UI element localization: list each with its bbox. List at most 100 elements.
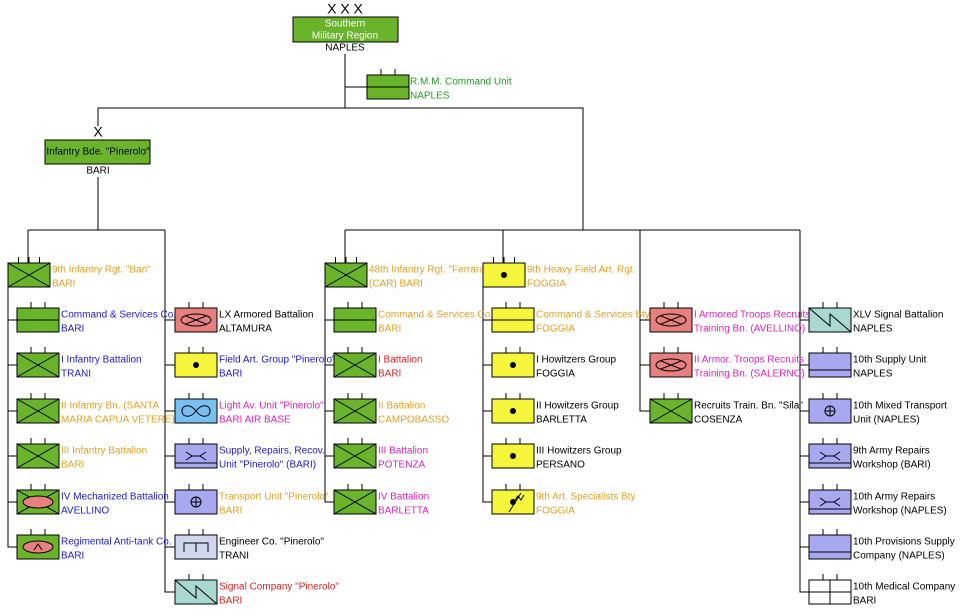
symbol (191, 497, 201, 507)
unit-name: II Armor. Troops Recruits (694, 355, 804, 366)
symbol (508, 492, 525, 513)
unit: I Howitzers Group FOGGIA (491, 347, 616, 380)
echelon: X X X (327, 1, 363, 17)
unit-name: 10th Medical Company (853, 582, 955, 593)
unit-location: FOGGIA (536, 506, 575, 517)
unit-name: 10th Provisions Supply (853, 537, 955, 548)
unit-location: PERSANO (536, 460, 585, 471)
hq-name: Southern (325, 19, 366, 30)
unit-name: R.M.M. Command Unit (410, 77, 512, 88)
symbol (333, 352, 377, 378)
unit-name: III Battalion (378, 446, 428, 457)
unit-location: AVELLINO (61, 506, 109, 517)
unit-name: Transport Unit "Pinerolo" (219, 492, 329, 503)
unit-name: Supply, Repairs, Recov. (219, 446, 325, 457)
unit: IV Mechanized Battalion AVELLINO (16, 484, 169, 517)
unit-name: Signal Company "Pinerolo" (219, 582, 339, 593)
unit: XLV Signal Battalion NAPLES (808, 302, 943, 335)
unit: 48th Infantry Rgt. "Ferrara" (CAR) BARI (324, 257, 489, 290)
symbol (175, 451, 217, 464)
symbol (33, 543, 43, 551)
symbol (181, 405, 211, 417)
unit-location: FOGGIA (536, 369, 575, 380)
brigade-name: Infantry Bde. "Pinerolo" (46, 147, 150, 158)
unit-location: Training Bn. (AVELLINO) (694, 324, 805, 335)
unit-location: BARLETTA (378, 506, 429, 517)
unit: I Infantry Battalion TRANI (16, 347, 142, 380)
command-unit: R.M.M. Command Unit NAPLES (366, 69, 512, 102)
symbol (333, 443, 377, 469)
unit: Transport Unit "Pinerolo" BARI (174, 484, 329, 517)
symbol (809, 451, 851, 464)
unit-name: IV Battalion (378, 492, 429, 503)
unit-location: Workshop (NAPLES) (853, 506, 947, 517)
unit: I Armored Troops Recruits Training Bn. (A… (649, 302, 810, 335)
unit-name: II Howitzers Group (536, 401, 619, 412)
unit-location: ALTAMURA (219, 324, 272, 335)
unit-location: BARLETTA (536, 415, 587, 426)
unit-location: BARI (378, 369, 401, 380)
unit-box (174, 443, 218, 469)
unit-name: 48th Infantry Rgt. "Ferrara" (369, 265, 489, 276)
unit-name: 9th Art. Specialists Bty (536, 492, 636, 503)
unit-box (808, 352, 852, 378)
unit-location: BARI (61, 551, 84, 562)
unit: 10th Army Repairs Workshop (NAPLES) (808, 484, 947, 517)
symbol (333, 489, 377, 515)
unit-location: MARIA CAPUA VETERE) (61, 415, 175, 426)
symbol (825, 406, 835, 416)
unit-name: III Infantry Battalion (61, 446, 147, 457)
unit-name: Command & Services Co. (61, 310, 176, 321)
unit: II Armor. Troops Recruits Training Bn. (S… (649, 347, 805, 380)
unit: Light Av. Unit "Pinerolo" BARI AIR BASE (174, 393, 324, 426)
unit-name: 9th Heavy Field Art. Rgt. (527, 265, 635, 276)
unit-location: CAMPOBASSO (378, 415, 449, 426)
unit: 9th Infantry Rgt. "Bari" BARI (7, 257, 151, 290)
unit-name: 10th Mixed Transport (853, 401, 947, 412)
symbol (324, 262, 368, 288)
unit: Signal Company "Pinerolo" BARI (174, 574, 339, 607)
unit: Command & Services Co. BARI (333, 302, 493, 335)
symbol (660, 315, 682, 325)
unit-name: 9th Army Repairs (853, 446, 930, 457)
unit-location: BARI (853, 596, 876, 607)
symbol (22, 495, 54, 509)
unit: II Battalion CAMPOBASSO (333, 393, 449, 426)
unit-name: Command & Services Co. (378, 310, 493, 321)
unit-name: LX Armored Battalion (219, 310, 314, 321)
symbol (649, 398, 693, 424)
unit-location: Company (NAPLES) (853, 551, 945, 562)
unit-location: BARI (219, 506, 242, 517)
unit-location: NAPLES (410, 91, 450, 102)
unit-location: BARI (378, 324, 401, 335)
unit-name: 9th Infantry Rgt. "Bari" (52, 265, 151, 276)
unit: III Howitzers Group PERSANO (491, 438, 622, 471)
symbol (183, 542, 209, 552)
connectors (7, 54, 809, 593)
unit: II Infantry Bn. (SANTA MARIA CAPUA VETERE… (16, 393, 175, 426)
symbol (510, 408, 516, 414)
brigade-location: BARI (86, 166, 109, 177)
unit-name: 10th Army Repairs (853, 492, 935, 503)
unit-name: Engineer Co. "Pinerolo" (219, 537, 324, 548)
hq-name: Military Region (312, 31, 378, 42)
unit-location: Unit "Pinerolo" (BARI) (219, 460, 316, 471)
unit: 9th Heavy Field Art. Rgt. FOGGIA (482, 257, 635, 290)
symbol (180, 313, 212, 327)
symbol (16, 443, 60, 469)
unit: 10th Provisions Supply Company (NAPLES) (808, 529, 955, 562)
unit: I Battalion BARI (333, 347, 422, 380)
unit: Field Art. Group "Pinerolo" BARI (174, 347, 336, 380)
hq-location: NAPLES (325, 43, 365, 54)
unit-name: III Howitzers Group (536, 446, 622, 457)
unit-name: II Battalion (378, 401, 425, 412)
symbol (809, 497, 851, 510)
unit: II Howitzers Group BARLETTA (491, 393, 619, 426)
unit-location: BARI (52, 279, 75, 290)
hq-box (292, 16, 399, 43)
connector (324, 229, 800, 503)
unit-location: Unit (NAPLES) (853, 415, 920, 426)
unit-name: II Infantry Bn. (SANTA (61, 401, 160, 412)
unit-location: COSENZA (694, 415, 743, 426)
unit-location: BARI (61, 460, 84, 471)
